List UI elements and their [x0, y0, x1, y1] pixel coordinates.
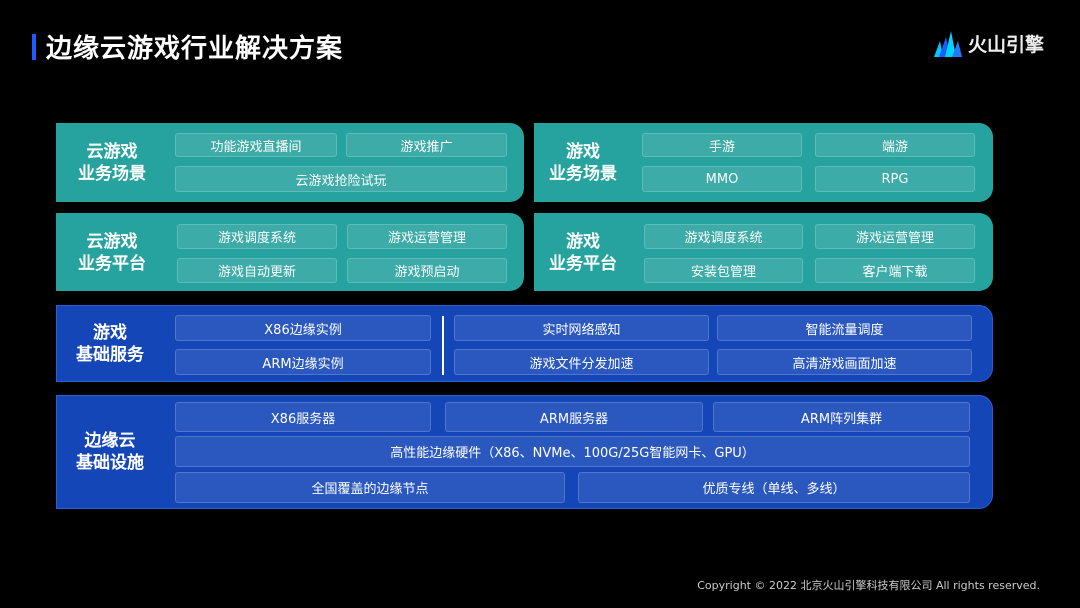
layer-label: 游戏 基础服务 [76, 323, 144, 365]
layer-cloud-game-scenarios [56, 123, 524, 202]
cell: 客户端下载 [815, 258, 975, 283]
volcano-logo-icon [934, 30, 962, 57]
cell: 游戏自动更新 [177, 258, 337, 283]
divider [442, 316, 444, 375]
title-accent-bar [32, 34, 36, 60]
cell: RPG [815, 166, 975, 192]
layer-label: 边缘云 基础设施 [76, 431, 144, 473]
cell: 云游戏抢险试玩 [175, 166, 507, 192]
page-title: 边缘云游戏行业解决方案 [46, 34, 344, 64]
cell: X86服务器 [175, 402, 431, 432]
layer-game-platform [534, 213, 993, 291]
logo-text: 火山引擎 [968, 34, 1045, 56]
cell: 游戏预启动 [347, 258, 507, 283]
cell: 游戏调度系统 [177, 224, 337, 249]
layer-edge-cloud-infrastructure [56, 395, 993, 509]
cell: 游戏文件分发加速 [454, 349, 709, 375]
cell: ARM服务器 [445, 402, 703, 432]
cell: ARM阵列集群 [713, 402, 970, 432]
cell: 实时网络感知 [454, 315, 709, 341]
copyright: Copyright © 2022 北京火山引擎科技有限公司 All rights… [697, 579, 1040, 592]
layer-game-basic-services [56, 305, 993, 382]
cell: 安装包管理 [644, 258, 803, 283]
cell: ARM边缘实例 [175, 349, 431, 375]
logo: 火山引擎 [934, 30, 1044, 57]
layer-label: 云游戏 业务平台 [78, 232, 146, 274]
cell: 全国覆盖的边缘节点 [175, 472, 565, 503]
cell: 高清游戏画面加速 [717, 349, 972, 375]
cell: 游戏运营管理 [815, 224, 975, 249]
layer-label: 游戏 业务场景 [549, 142, 617, 184]
cell: 手游 [642, 133, 802, 157]
cell: 智能流量调度 [717, 315, 972, 341]
cell: X86边缘实例 [175, 315, 431, 341]
layer-game-scenarios [534, 123, 993, 202]
cell: 游戏推广 [346, 133, 507, 157]
cell: 高性能边缘硬件（X86、NVMe、100G/25G智能网卡、GPU） [175, 436, 970, 467]
cell: 端游 [815, 133, 975, 157]
layer-label: 游戏 业务平台 [549, 232, 617, 274]
layer-cloud-game-platform [56, 213, 524, 291]
cell: 优质专线（单线、多线） [578, 472, 970, 503]
cell: 游戏运营管理 [347, 224, 507, 249]
cell: MMO [642, 166, 802, 192]
layer-label: 云游戏 业务场景 [78, 142, 146, 184]
cell: 游戏调度系统 [644, 224, 803, 249]
cell: 功能游戏直播间 [175, 133, 337, 157]
